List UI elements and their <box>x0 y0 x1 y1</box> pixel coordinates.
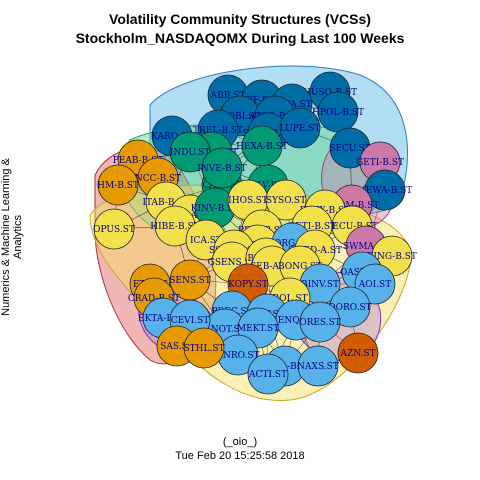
node-label: HEXA-B.ST <box>236 142 288 152</box>
node-label: HUSQ-B.ST <box>303 88 357 98</box>
node-circle <box>247 353 289 395</box>
chart-title-line-1: Volatility Community Structures (VCSs) <box>109 11 371 27</box>
chart-title-line-2: Stockholm_NASDAQOMX During Last 100 Week… <box>75 30 405 46</box>
node-label: SECU.ST <box>329 144 370 154</box>
node-label: HM-B.ST <box>97 181 139 191</box>
node-label: ORES.ST <box>299 318 341 328</box>
node-label: SENS.ST <box>169 276 210 286</box>
node-label: SYSO.ST <box>266 196 306 206</box>
network-node: NAXS.ST <box>297 345 339 387</box>
node-label: SWED-A.ST <box>288 246 342 256</box>
node-label: ENQ.ST <box>278 316 314 326</box>
network-node: INVE-B.ST <box>197 147 247 189</box>
node-label: NEWA-B.ST <box>358 186 412 196</box>
node-label: ENRO.ST <box>216 351 259 361</box>
node-circle <box>201 147 243 189</box>
footer-timestamp: Tue Feb 20 15:25:58 2018 <box>175 450 305 462</box>
node-label: PEAB-B.ST <box>113 156 164 166</box>
node-circle <box>279 107 321 149</box>
network-node: SYSO.ST <box>265 179 307 221</box>
network-node: HM-B.ST <box>97 164 139 206</box>
node-label: ACTI.ST <box>248 370 287 380</box>
node-label: BOL.ST <box>272 294 307 304</box>
node-label: ITAB-B.ST <box>142 198 189 208</box>
node-label: AZN.ST <box>339 349 375 359</box>
node-circle <box>265 179 307 221</box>
network-node: AZN.ST <box>337 332 379 374</box>
network-node: OPUS.ST <box>93 208 135 250</box>
node-label: SECU-B.ST <box>326 222 378 232</box>
node-label: VOLV-B.ST <box>243 181 293 191</box>
node-label: NAXS.ST <box>297 362 339 372</box>
node-label: NOBI.ST <box>220 112 260 122</box>
node-circle <box>93 208 135 250</box>
node-label: INDU.ST <box>170 148 210 158</box>
node-label: ORG.ST <box>274 239 310 249</box>
network-node: NEWA-B.ST <box>358 169 412 211</box>
node-label: INVE-B.ST <box>197 164 246 174</box>
node-label: DORO.ST <box>328 303 371 313</box>
node-label: FING-B.ST <box>367 252 417 262</box>
node-label: ICA.ST <box>190 236 222 246</box>
node-label: GSENS.ST <box>208 258 257 268</box>
node-label: CEVI.ST <box>171 316 210 326</box>
node-label: ANOT.ST <box>203 325 245 335</box>
node-label: KOPY.ST <box>228 280 268 290</box>
node-label: MEKT.ST <box>237 324 279 334</box>
node-label: ABB.ST <box>210 91 246 101</box>
network-node: STHL.ST <box>183 327 225 369</box>
node-label: SEB-A.ST <box>250 262 294 272</box>
network-node: ORES.ST <box>299 301 341 343</box>
node-label: BINV.ST <box>301 280 339 290</box>
node-label: SWMA.ST <box>343 242 389 252</box>
node-label: GETI-B.ST <box>356 158 404 168</box>
node-label: STHL.ST <box>183 344 224 354</box>
node-label: SAS.ST <box>160 342 194 352</box>
node-label: CRAD-B.ST <box>128 294 180 304</box>
node-label: KINV-B.ST <box>191 204 240 214</box>
node-label: HPOL-B.ST <box>312 108 364 118</box>
network-node: LUPE.ST <box>279 107 321 149</box>
node-circle <box>97 164 139 206</box>
network-nodes: ABB.STSKF-B.STHUSQ-B.STNOBI.STALFA.STATC… <box>93 71 417 395</box>
node-label: TREL-B.ST <box>193 126 243 136</box>
node-label: IHOS.ST <box>228 196 268 206</box>
node-label: HIBE-B.ST <box>150 222 199 232</box>
footer-line-1: (_oio_) <box>222 436 258 448</box>
node-label: AOI.ST <box>358 280 391 290</box>
node-circle <box>299 301 341 343</box>
node-label: OPUS.ST <box>93 225 135 235</box>
node-label: GETI-B.ST <box>288 222 336 232</box>
network-node: ACTI.ST <box>247 353 289 395</box>
node-label: EKTA-B.ST <box>138 314 188 324</box>
node-circle <box>183 327 225 369</box>
node-label: NCC-B.ST <box>135 174 181 184</box>
node-label: LUPE.ST <box>280 124 321 134</box>
node-label: BONG.ST <box>278 262 322 272</box>
node-circle <box>297 345 339 387</box>
node-circle <box>337 332 379 374</box>
node-label: KARO.ST <box>151 132 193 142</box>
